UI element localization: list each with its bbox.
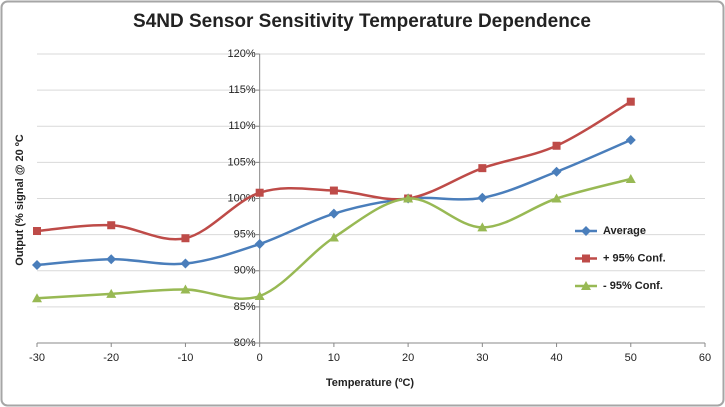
x-tick-label: -20 [103,352,119,364]
marker [581,281,591,290]
chart-title: S4ND Sensor Sensitivity Temperature Depe… [133,11,591,32]
marker [106,254,117,265]
x-axis-label: Temperature (ºC) [326,377,414,389]
marker [255,188,264,197]
marker [254,239,265,250]
marker [551,193,562,203]
x-tick-label: 30 [476,352,488,364]
marker [625,173,636,183]
legend-label: Average [603,225,646,237]
y-tick-label: 115% [228,84,256,96]
y-tick-label: 100% [228,192,256,204]
marker [180,284,191,294]
marker [581,226,591,236]
x-tick-label: 10 [328,352,340,364]
marker [582,254,590,263]
marker [477,192,488,203]
x-tick-label: 60 [699,352,711,364]
marker [625,134,636,145]
marker [477,222,488,232]
marker [181,234,190,243]
legend-label: + 95% Conf. [603,252,666,264]
marker [552,141,561,150]
y-tick-label: 120% [228,48,256,60]
y-tick-label: 90% [234,265,256,277]
marker [107,221,116,230]
y-axis-label: Output (% signal @ 20 ºC [14,134,26,266]
marker [328,232,339,242]
marker [33,227,41,236]
y-tick-label: 105% [228,156,256,168]
x-tick-label: 0 [257,352,263,364]
marker [106,288,117,298]
marker [329,186,338,195]
x-tick-label: -10 [177,352,193,364]
y-tick-label: 95% [234,229,256,241]
y-tick-label: 110% [228,120,256,132]
marker [478,164,487,173]
marker [626,97,635,106]
marker [551,166,562,177]
marker [32,293,42,303]
x-tick-label: 50 [625,352,637,364]
marker [32,259,42,270]
x-tick-label: 40 [550,352,562,364]
x-tick-label: -30 [29,352,45,364]
legend-label: - 95% Conf. [603,280,663,292]
marker [403,193,414,203]
y-tick-label: 85% [234,301,256,313]
marker [254,291,265,301]
marker [180,258,191,269]
x-tick-label: 20 [402,352,414,364]
marker [328,208,339,219]
